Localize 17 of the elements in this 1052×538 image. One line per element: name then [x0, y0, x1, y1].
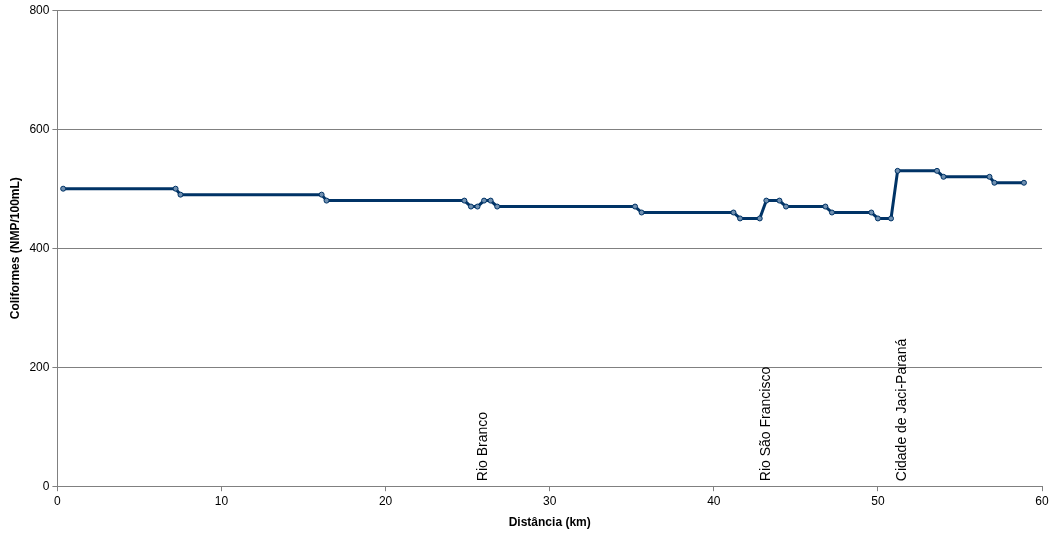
- y-tick-label: 800: [29, 2, 50, 17]
- annotation: Rio São Francisco: [757, 366, 774, 482]
- annotation: Cidade de Jaci-Paraná: [893, 338, 910, 482]
- y-tick-label: 200: [29, 359, 50, 374]
- x-tick-label: 60: [1035, 493, 1049, 508]
- x-tick-label: 20: [378, 493, 393, 508]
- annotation: Rio Branco: [473, 411, 490, 482]
- y-axis-title: Coliformes (NMP/100mL): [7, 177, 22, 320]
- y-tick-label: 0: [42, 478, 50, 493]
- x-tick-label: 10: [214, 493, 229, 508]
- y-tick-label: 400: [29, 240, 50, 255]
- x-tick-label: 0: [54, 493, 62, 508]
- y-tick-label: 600: [29, 121, 50, 136]
- x-tick-label: 30: [543, 493, 557, 508]
- x-tick-label: 40: [707, 493, 721, 508]
- x-tick-label: 50: [871, 493, 885, 508]
- x-axis-title: Distância (km): [508, 515, 591, 530]
